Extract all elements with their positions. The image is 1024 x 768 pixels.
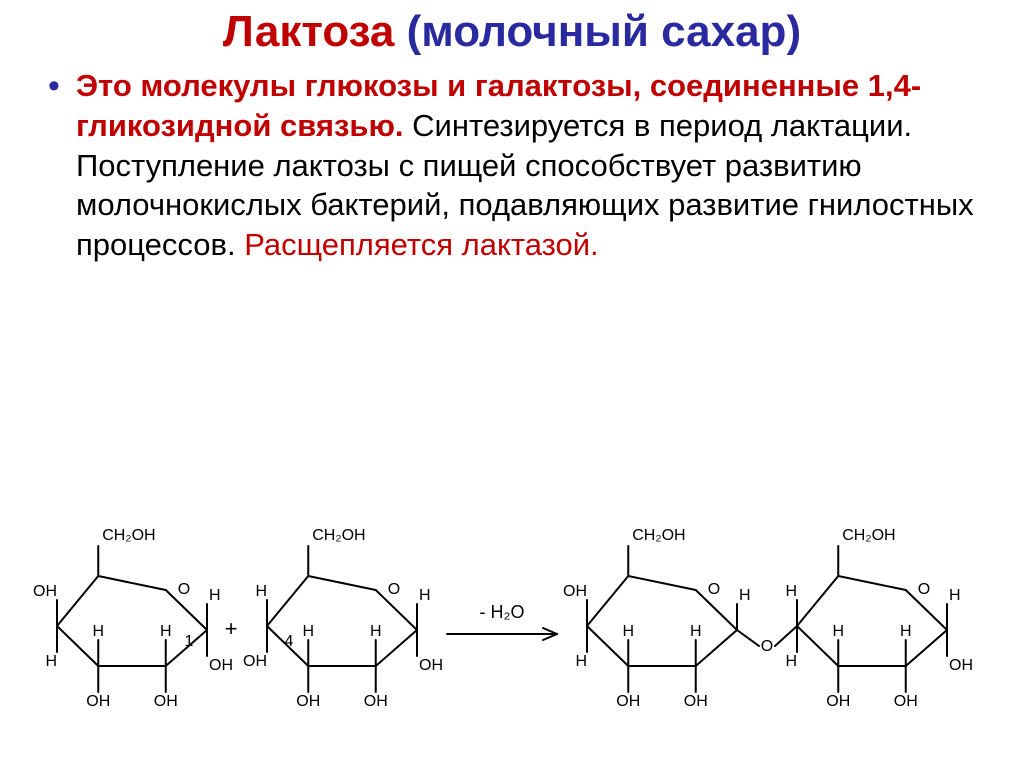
bullet-dot-icon: • — [48, 68, 76, 105]
svg-text:H: H — [209, 587, 221, 604]
svg-text:CH₂OH: CH₂OH — [632, 527, 685, 544]
svg-text:CH₂OH: CH₂OH — [842, 527, 895, 544]
body-text-block: • Это молекулы глюкозы и галактозы, соед… — [0, 56, 1024, 264]
svg-text:O: O — [918, 581, 930, 598]
slide: Лактоза (молочный сахар) • Это молекулы … — [0, 0, 1024, 768]
svg-text:+: + — [225, 616, 238, 641]
svg-text:OH: OH — [563, 583, 587, 600]
svg-text:OH: OH — [684, 693, 708, 710]
svg-text:H: H — [302, 623, 314, 640]
svg-text:OH: OH — [894, 693, 918, 710]
svg-text:H: H — [832, 623, 844, 640]
svg-text:OH: OH — [243, 653, 267, 670]
title-sub: (молочный сахар) — [394, 7, 801, 56]
bullet-row: • Это молекулы глюкозы и галактозы, соед… — [48, 66, 984, 264]
svg-text:O: O — [178, 581, 190, 598]
svg-text:H: H — [45, 653, 57, 670]
svg-text:O: O — [708, 581, 720, 598]
svg-text:OH: OH — [154, 693, 178, 710]
svg-text:OH: OH — [296, 693, 320, 710]
svg-text:H: H — [575, 653, 587, 670]
svg-text:O: O — [388, 581, 400, 598]
bullet-text: Это молекулы глюкозы и галактозы, соедин… — [76, 66, 984, 264]
svg-text:OH: OH — [33, 583, 57, 600]
svg-text:OH: OH — [949, 657, 973, 674]
lactose-structure-diagram: OCH₂OHOHHHOHHOHHOHOCH₂OHHOHHOHHOHHOH+14-… — [22, 478, 1002, 758]
svg-text:H: H — [370, 623, 382, 640]
svg-text:4: 4 — [285, 633, 294, 650]
svg-text:OH: OH — [419, 657, 443, 674]
svg-text:O: O — [761, 638, 773, 655]
svg-text:H: H — [690, 623, 702, 640]
svg-text:OH: OH — [86, 693, 110, 710]
svg-text:H: H — [900, 623, 912, 640]
title-main: Лактоза — [223, 7, 395, 56]
svg-text:H: H — [785, 583, 797, 600]
svg-text:OH: OH — [364, 693, 388, 710]
svg-text:H: H — [739, 587, 751, 604]
svg-text:OH: OH — [209, 657, 233, 674]
svg-text:H: H — [255, 583, 267, 600]
slide-title: Лактоза (молочный сахар) — [0, 0, 1024, 56]
svg-text:H: H — [785, 653, 797, 670]
svg-text:H: H — [949, 587, 961, 604]
svg-text:H: H — [419, 587, 431, 604]
svg-text:H: H — [622, 623, 634, 640]
svg-text:1: 1 — [185, 633, 194, 650]
svg-text:H: H — [92, 623, 104, 640]
svg-text:OH: OH — [826, 693, 850, 710]
svg-text:OH: OH — [616, 693, 640, 710]
diagram-container: OCH₂OHOHHHOHHOHHOHOCH₂OHHOHHOHHOHHOH+14-… — [0, 478, 1024, 758]
svg-text:CH₂OH: CH₂OH — [312, 527, 365, 544]
svg-text:- H₂O: - H₂O — [480, 602, 525, 622]
svg-text:H: H — [160, 623, 172, 640]
svg-text:CH₂OH: CH₂OH — [102, 527, 155, 544]
bullet-tail: Расщепляется лактазой. — [244, 227, 598, 262]
